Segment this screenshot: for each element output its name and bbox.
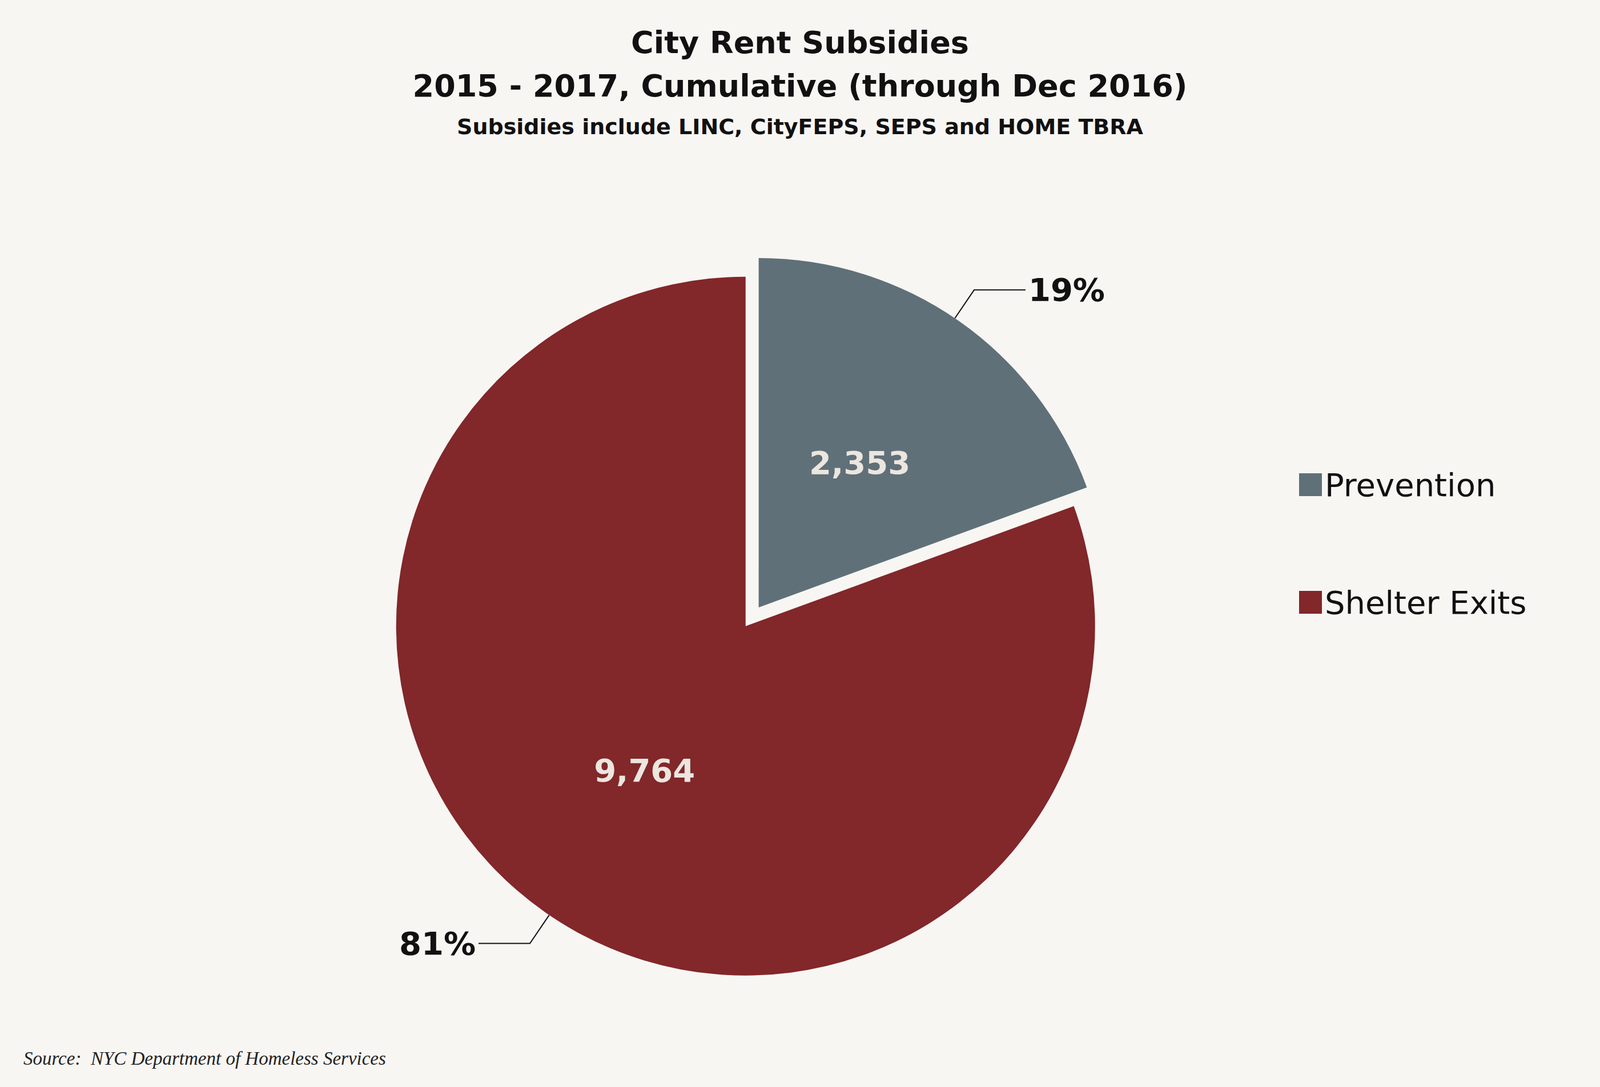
svg-text:9,764: 9,764 [593, 752, 695, 790]
svg-text:2,353: 2,353 [809, 444, 911, 482]
svg-text:Source: NYC Department of Hom: Source: NYC Department of Homeless Servi… [23, 1048, 387, 1069]
svg-text:2015 - 2017, Cumulative (throu: 2015 - 2017, Cumulative (through Dec 201… [412, 67, 1188, 104]
svg-text:19%: 19% [1028, 271, 1105, 309]
svg-text:Shelter Exits: Shelter Exits [1324, 584, 1527, 622]
svg-text:Subsidies include LINC, CityFE: Subsidies include LINC, CityFEPS, SEPS a… [456, 114, 1144, 140]
svg-text:City Rent Subsidies: City Rent Subsidies [630, 24, 970, 61]
svg-text:81%: 81% [399, 925, 476, 963]
svg-text:Prevention: Prevention [1324, 466, 1496, 504]
